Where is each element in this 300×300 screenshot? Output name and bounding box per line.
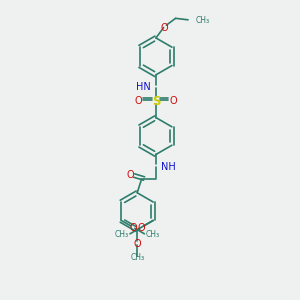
Text: O: O bbox=[126, 170, 134, 180]
Text: CH₃: CH₃ bbox=[146, 230, 160, 239]
Text: O: O bbox=[135, 96, 142, 106]
Text: S: S bbox=[152, 95, 160, 108]
Text: CH₃: CH₃ bbox=[130, 253, 144, 262]
Text: NH: NH bbox=[161, 162, 176, 172]
Text: CH₃: CH₃ bbox=[196, 16, 210, 25]
Text: O: O bbox=[134, 239, 141, 249]
Text: HN: HN bbox=[136, 82, 151, 92]
Text: O: O bbox=[138, 223, 146, 233]
Text: O: O bbox=[169, 96, 177, 106]
Text: O: O bbox=[129, 223, 137, 233]
Text: O: O bbox=[160, 23, 168, 33]
Text: CH₃: CH₃ bbox=[115, 230, 129, 239]
